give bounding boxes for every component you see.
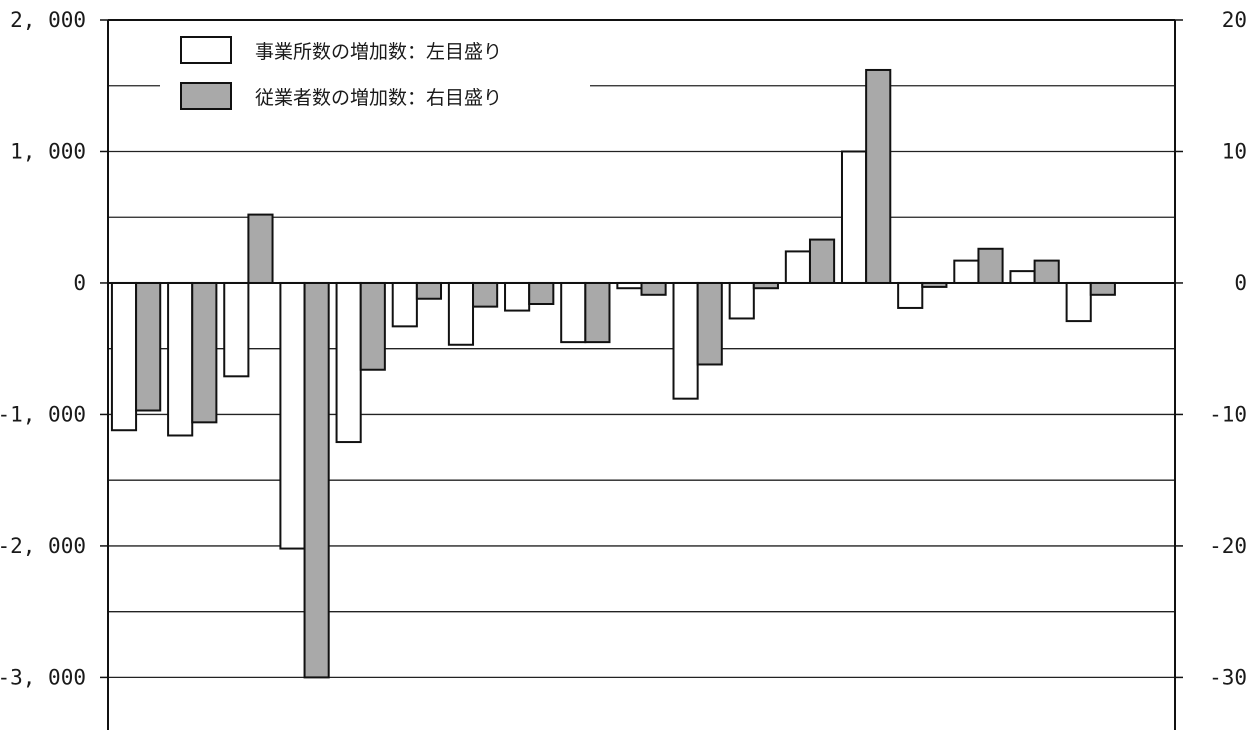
right-tick-label: -20 [1209,534,1247,558]
legend: 事業所数の増加数：左目盛り 従業者数の増加数：右目盛り [160,30,590,122]
bar-employees [584,281,611,344]
left-tick-label: 1, 000 [10,139,86,163]
bar-establishments [279,281,306,550]
bar-establishments [897,281,924,309]
bar-establishments [840,150,868,284]
tick-labels: 2, 000 1, 000 0 -1, 000 -2, 000 -3, 000 20 10 0 -… [0,8,1247,689]
right-tick-label: 20 [1222,8,1247,32]
bar-employees [640,281,667,296]
left-tick-label: -3, 000 [0,665,86,689]
bar-establishments [504,281,531,312]
right-tick-label: 10 [1222,139,1247,163]
bar-establishments [110,281,138,432]
left-tick-label: 2, 000 [10,8,86,32]
bar-establishments [784,250,811,284]
right-tick-label: 0 [1234,271,1247,295]
legend-swatch-employees [180,82,232,110]
bar-employees [359,281,386,371]
right-tick-label: -30 [1209,665,1247,689]
bar-establishments [223,281,250,378]
bar-employees [865,68,892,284]
bar-employees [977,247,1004,284]
bar-establishments [728,281,755,320]
bar-establishments [391,281,418,328]
bar-employees [528,281,555,305]
right-tick-label: -10 [1209,402,1247,426]
bar-employees [135,281,162,412]
bar-employees [191,281,218,424]
bar-employees [415,281,443,300]
bar-employees [472,281,499,308]
bar-establishments [167,281,194,437]
bar-employees [303,281,330,679]
bar-employees [247,213,274,284]
bar-establishments [1009,270,1036,284]
bar-establishments [447,281,475,346]
legend-label-establishments: 事業所数の増加数：左目盛り [255,41,502,63]
bar-establishments [672,281,699,400]
bar-employees [808,238,836,284]
bar-establishments [335,281,362,444]
bar-employees [1033,259,1060,284]
bar-establishments [560,281,587,344]
legend-swatch-establishments [180,36,232,64]
bar-employees [696,281,723,366]
bars [110,68,1116,679]
left-tick-label: 0 [73,271,86,295]
gridlines [108,85,1175,679]
bar-establishments [1065,281,1092,323]
bar-employees [1089,281,1116,296]
bar-establishments [953,259,980,284]
left-tick-label: -1, 000 [0,402,86,426]
legend-label-employees: 従業者数の増加数：右目盛り [255,87,502,109]
axes [100,19,1183,730]
left-tick-label: -2, 000 [0,534,86,558]
